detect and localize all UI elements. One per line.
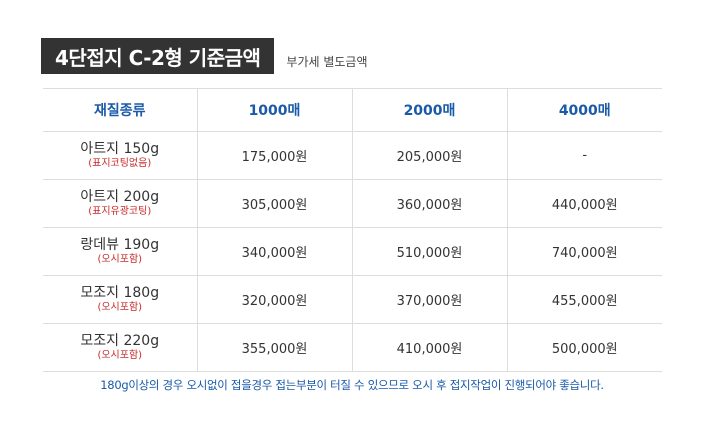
table-header-row: 재질종류 1000매 2000매 4000매 xyxy=(43,88,662,132)
price-cell: 500,000원 xyxy=(506,323,662,372)
table-row: 모조지 220g (오시포함) 355,000원 410,000원 500,00… xyxy=(43,323,662,372)
paper-type-note: (오시포함) xyxy=(97,350,143,361)
paper-type-note: (표지코팅없음) xyxy=(88,158,152,169)
paper-type-cell: 모조지 220g (오시포함) xyxy=(43,323,197,372)
column-header-1000: 1000매 xyxy=(196,88,352,132)
price-cell: 510,000원 xyxy=(351,227,507,276)
paper-type-name: 랑데뷰 190g xyxy=(80,237,160,253)
page-title: 4단접지 C-2형 기준금액 xyxy=(41,38,275,74)
price-cell: 205,000원 xyxy=(351,131,507,180)
price-cell: 320,000원 xyxy=(196,275,352,324)
price-cell: 355,000원 xyxy=(196,323,352,372)
table-row: 랑데뷰 190g (오시포함) 340,000원 510,000원 740,00… xyxy=(43,227,662,276)
price-cell: 360,000원 xyxy=(351,179,507,228)
folding-notice: 180g이상의 경우 오시없이 접을경우 접는부분이 터질 수 있으므로 오시 … xyxy=(100,378,604,392)
price-cell: 455,000원 xyxy=(506,275,662,324)
column-header-4000: 4000매 xyxy=(506,88,662,132)
paper-type-note: (오시포함) xyxy=(97,254,143,265)
paper-type-note: (오시포함) xyxy=(97,302,143,313)
paper-type-note: (표지유광코팅) xyxy=(88,206,152,217)
price-table: 재질종류 1000매 2000매 4000매 아트지 150g (표지코팅없음)… xyxy=(43,88,662,372)
price-cell: 305,000원 xyxy=(196,179,352,228)
price-cell: 370,000원 xyxy=(351,275,507,324)
paper-type-name: 아트지 150g xyxy=(80,141,160,157)
page-header: 4단접지 C-2형 기준금액 부가세 별도금액 xyxy=(41,38,368,74)
paper-type-name: 모조지 180g xyxy=(80,285,160,301)
table-row: 아트지 150g (표지코팅없음) 175,000원 205,000원 - xyxy=(43,131,662,180)
price-cell: 340,000원 xyxy=(196,227,352,276)
price-cell: 410,000원 xyxy=(351,323,507,372)
column-header-paper-type: 재질종류 xyxy=(43,88,197,132)
paper-type-cell: 모조지 180g (오시포함) xyxy=(43,275,197,324)
paper-type-cell: 아트지 200g (표지유광코팅) xyxy=(43,179,197,228)
paper-type-cell: 랑데뷰 190g (오시포함) xyxy=(43,227,197,276)
price-cell: 440,000원 xyxy=(506,179,662,228)
price-cell: 740,000원 xyxy=(506,227,662,276)
table-row: 아트지 200g (표지유광코팅) 305,000원 360,000원 440,… xyxy=(43,179,662,228)
paper-type-name: 모조지 220g xyxy=(80,333,160,349)
paper-type-name: 아트지 200g xyxy=(80,189,160,205)
table-row: 모조지 180g (오시포함) 320,000원 370,000원 455,00… xyxy=(43,275,662,324)
price-cell: 175,000원 xyxy=(196,131,352,180)
vat-note: 부가세 별도금액 xyxy=(286,55,368,69)
price-cell: - xyxy=(506,131,662,180)
column-header-2000: 2000매 xyxy=(351,88,507,132)
paper-type-cell: 아트지 150g (표지코팅없음) xyxy=(43,131,197,180)
